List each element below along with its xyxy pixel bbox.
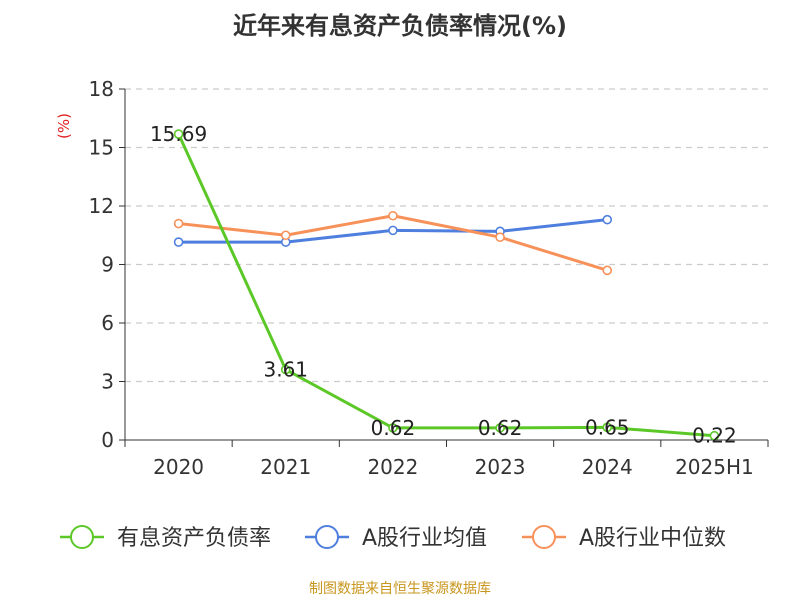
data-point[interactable] <box>173 218 184 229</box>
legend-item-0[interactable]: 有息资产负债率 <box>60 525 271 551</box>
legend-item-1[interactable]: A股行业均值 <box>305 525 487 551</box>
y-tick-label: 3 <box>101 370 114 394</box>
y-tick-label: 6 <box>101 311 114 335</box>
x-tick-label: 2025H1 <box>675 455 754 479</box>
data-point[interactable] <box>602 214 613 225</box>
y-tick-label: 12 <box>89 194 114 218</box>
series-line <box>177 133 715 438</box>
legend-label: A股行业中位数 <box>579 526 726 551</box>
data-point[interactable] <box>495 232 505 242</box>
y-tick-label: 0 <box>101 428 114 452</box>
x-tick-label: 2024 <box>582 455 633 479</box>
source-note: 制图数据来自恒生聚源数据库 <box>309 581 491 597</box>
data-label: 3.61 <box>263 358 308 382</box>
legend[interactable]: 有息资产负债率 A股行业均值 A股行业中位数 <box>60 525 726 551</box>
data-point[interactable] <box>173 129 184 139</box>
data-point[interactable] <box>602 265 613 276</box>
series-0 <box>173 129 720 441</box>
y-tick-label: 15 <box>89 136 114 160</box>
data-point[interactable] <box>602 422 613 433</box>
x-tick-label: 2021 <box>260 455 311 479</box>
legend-item-2[interactable]: A股行业中位数 <box>522 525 726 551</box>
y-tick-label: 18 <box>89 77 114 101</box>
legend-label: A股行业均值 <box>362 526 487 551</box>
data-label: 15.69 <box>150 122 207 146</box>
legend-swatch-marker <box>532 525 556 549</box>
data-point[interactable] <box>495 423 505 433</box>
series-2 <box>173 210 613 276</box>
data-labels: 15.69 3.61 0.62 0.62 0.65 0.22 <box>150 122 737 448</box>
axes: 0 3 6 9 12 15 18 2020 2021 2022 2023 2024 2025H1 <box>89 77 769 479</box>
legend-swatch-marker <box>315 525 339 549</box>
chart-title: 近年来有息资产负债率情况(%) <box>233 12 567 40</box>
legend-swatch-marker <box>70 525 94 549</box>
data-label: 0.65 <box>585 415 630 439</box>
data-label: 0.62 <box>478 416 523 440</box>
data-point[interactable] <box>280 364 291 375</box>
data-point[interactable] <box>388 423 398 433</box>
y-axis-label: (%) <box>55 113 73 139</box>
x-tick-label: 2022 <box>367 455 418 479</box>
data-point[interactable] <box>388 225 398 236</box>
data-point[interactable] <box>709 430 720 441</box>
series-1 <box>173 214 613 247</box>
series-layer <box>173 129 720 441</box>
grid-lines <box>125 88 768 383</box>
data-label: 0.62 <box>371 416 416 440</box>
x-tick-label: 2020 <box>153 455 204 479</box>
data-point[interactable] <box>173 237 184 247</box>
y-tick-label: 9 <box>101 253 114 277</box>
data-point[interactable] <box>280 230 291 241</box>
data-point[interactable] <box>388 210 398 221</box>
data-label: 0.22 <box>692 424 737 448</box>
x-tick-label: 2023 <box>475 455 526 479</box>
legend-label: 有息资产负债率 <box>117 526 271 551</box>
